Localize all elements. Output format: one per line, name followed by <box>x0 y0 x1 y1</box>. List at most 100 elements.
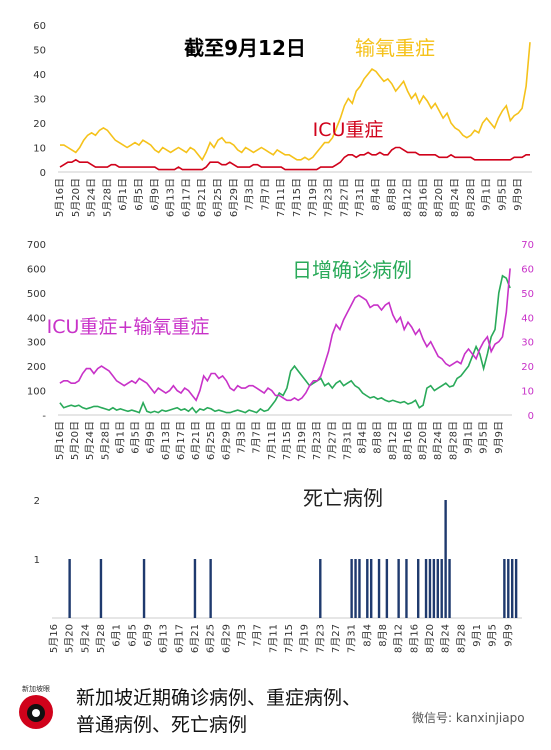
caption: 新加坡近期确诊病例、重症病例、 <box>76 687 361 709</box>
x-tick-label: 8月12日 <box>402 178 414 217</box>
x-tick-label: 5月28日 <box>99 421 111 460</box>
bar <box>350 559 353 618</box>
bar <box>358 559 361 618</box>
x-tick-label: 6月21日 <box>196 178 208 217</box>
x-tick-label: 5月24日 <box>84 421 96 460</box>
x-tick-label: 5月24日 <box>86 178 98 217</box>
x-tick-label: 6月21日 <box>190 421 202 460</box>
y2-tick-label: 30 <box>521 338 534 349</box>
x-tick-label: 7月23日 <box>311 421 323 460</box>
x-tick-label: 7月7日 <box>259 178 271 211</box>
x-tick-label: 8月8 <box>377 624 389 647</box>
x-tick-label: 8月24日 <box>432 421 444 460</box>
y-tick-label: 20 <box>33 119 46 130</box>
logo-pupil <box>32 709 40 717</box>
annotation: 输氧重症 <box>355 36 435 60</box>
y-tick-label: 300 <box>27 338 46 349</box>
x-tick-label: 7月11 <box>267 624 279 653</box>
bar <box>503 559 506 618</box>
y-tick-label: 700 <box>27 240 46 251</box>
bar <box>68 559 71 618</box>
y2-tick-label: 50 <box>521 289 534 300</box>
y-tick-label: 2 <box>34 496 40 507</box>
x-tick-label: 5月16日 <box>54 178 66 217</box>
bar <box>444 500 447 618</box>
x-tick-label: 7月7 <box>252 624 264 647</box>
y-tick-label: 400 <box>27 313 46 324</box>
x-tick-label: 8月12日 <box>387 421 399 460</box>
x-tick-label: 9月5日 <box>496 178 508 211</box>
x-tick-label: 7月11日 <box>275 178 287 217</box>
x-tick-label: 8月12 <box>393 624 405 653</box>
x-tick-label: 8月20日 <box>417 421 429 460</box>
x-tick-label: 6月9日 <box>149 178 161 211</box>
annotation: ICU重症+输氧重症 <box>47 316 210 338</box>
x-tick-label: 7月31日 <box>341 421 353 460</box>
y-tick-label: 60 <box>33 21 46 32</box>
y-tick-label: 600 <box>27 264 46 275</box>
annotation: ICU重症 <box>313 119 384 141</box>
caption: 普通病例、死亡病例 <box>76 714 247 736</box>
y2-tick-label: 60 <box>521 264 534 275</box>
x-tick-label: 7月7日 <box>251 421 263 454</box>
bar <box>448 559 451 618</box>
x-tick-label: 7月31 <box>346 624 358 653</box>
annotation: 死亡病例 <box>303 486 383 510</box>
bar <box>209 559 212 618</box>
x-tick-label: 6月17 <box>173 624 185 653</box>
bar <box>507 559 510 618</box>
x-tick-label: 8月16日 <box>402 421 414 460</box>
x-tick-label: 8月20 <box>424 624 436 653</box>
y2-tick-label: 40 <box>521 313 534 324</box>
y-tick-label: 100 <box>27 387 46 398</box>
x-tick-label: 7月19日 <box>307 178 319 217</box>
x-tick-label: 6月29 <box>220 624 232 653</box>
x-tick-label: 7月23 <box>314 624 326 653</box>
x-tick-label: 7月3日 <box>235 421 247 454</box>
line <box>60 42 531 162</box>
bar <box>436 559 439 618</box>
y-tick-label: 50 <box>33 46 46 57</box>
bar <box>440 559 443 618</box>
y-tick-label: 0 <box>40 168 46 179</box>
x-tick-label: 8月28日 <box>465 178 477 217</box>
bar <box>193 559 197 618</box>
x-tick-label: 7月15日 <box>281 421 293 460</box>
x-tick-label: 9月5日 <box>478 421 490 454</box>
y-tick-label: 1 <box>34 555 40 566</box>
x-tick-label: 5月28 <box>95 624 107 653</box>
x-tick-label: 7月31日 <box>354 178 366 217</box>
x-tick-label: 8月28日 <box>447 421 459 460</box>
bar <box>514 559 518 618</box>
bar <box>397 559 400 618</box>
x-tick-label: 5月16日 <box>54 421 66 460</box>
x-tick-label: 6月13 <box>158 624 170 653</box>
x-tick-label: 6月5 <box>126 624 138 647</box>
bar <box>385 559 389 618</box>
bar <box>405 559 408 618</box>
x-tick-label: 6月21 <box>189 624 201 653</box>
wechat-id: 微信号: kanxinjiapo <box>412 711 525 725</box>
y-tick-label: 500 <box>27 289 46 300</box>
x-tick-label: 6月17日 <box>180 178 192 217</box>
x-tick-label: 7月15 <box>283 624 295 653</box>
x-tick-label: 8月8日 <box>372 421 384 454</box>
x-tick-label: 8月16日 <box>417 178 429 217</box>
x-tick-label: 6月13日 <box>165 178 177 217</box>
bar <box>424 559 428 618</box>
bar <box>366 559 369 618</box>
x-tick-label: 5月24 <box>79 624 91 653</box>
x-tick-label: 5月16 <box>48 624 60 653</box>
line <box>59 268 511 402</box>
x-tick-label: 7月27日 <box>338 178 350 217</box>
annotation: 日增确诊病例 <box>292 258 412 282</box>
y2-tick-label: 0 <box>528 411 534 422</box>
x-tick-label: 8月20日 <box>433 178 445 217</box>
x-tick-label: 7月3日 <box>244 178 256 211</box>
x-tick-label: 7月11日 <box>266 421 278 460</box>
x-tick-label: 9月9日 <box>512 178 524 211</box>
y-tick-label: 30 <box>33 95 46 106</box>
x-tick-label: 5月20 <box>64 624 76 653</box>
x-tick-label: 6月5日 <box>130 421 142 454</box>
y-tick-label: 200 <box>27 362 46 373</box>
